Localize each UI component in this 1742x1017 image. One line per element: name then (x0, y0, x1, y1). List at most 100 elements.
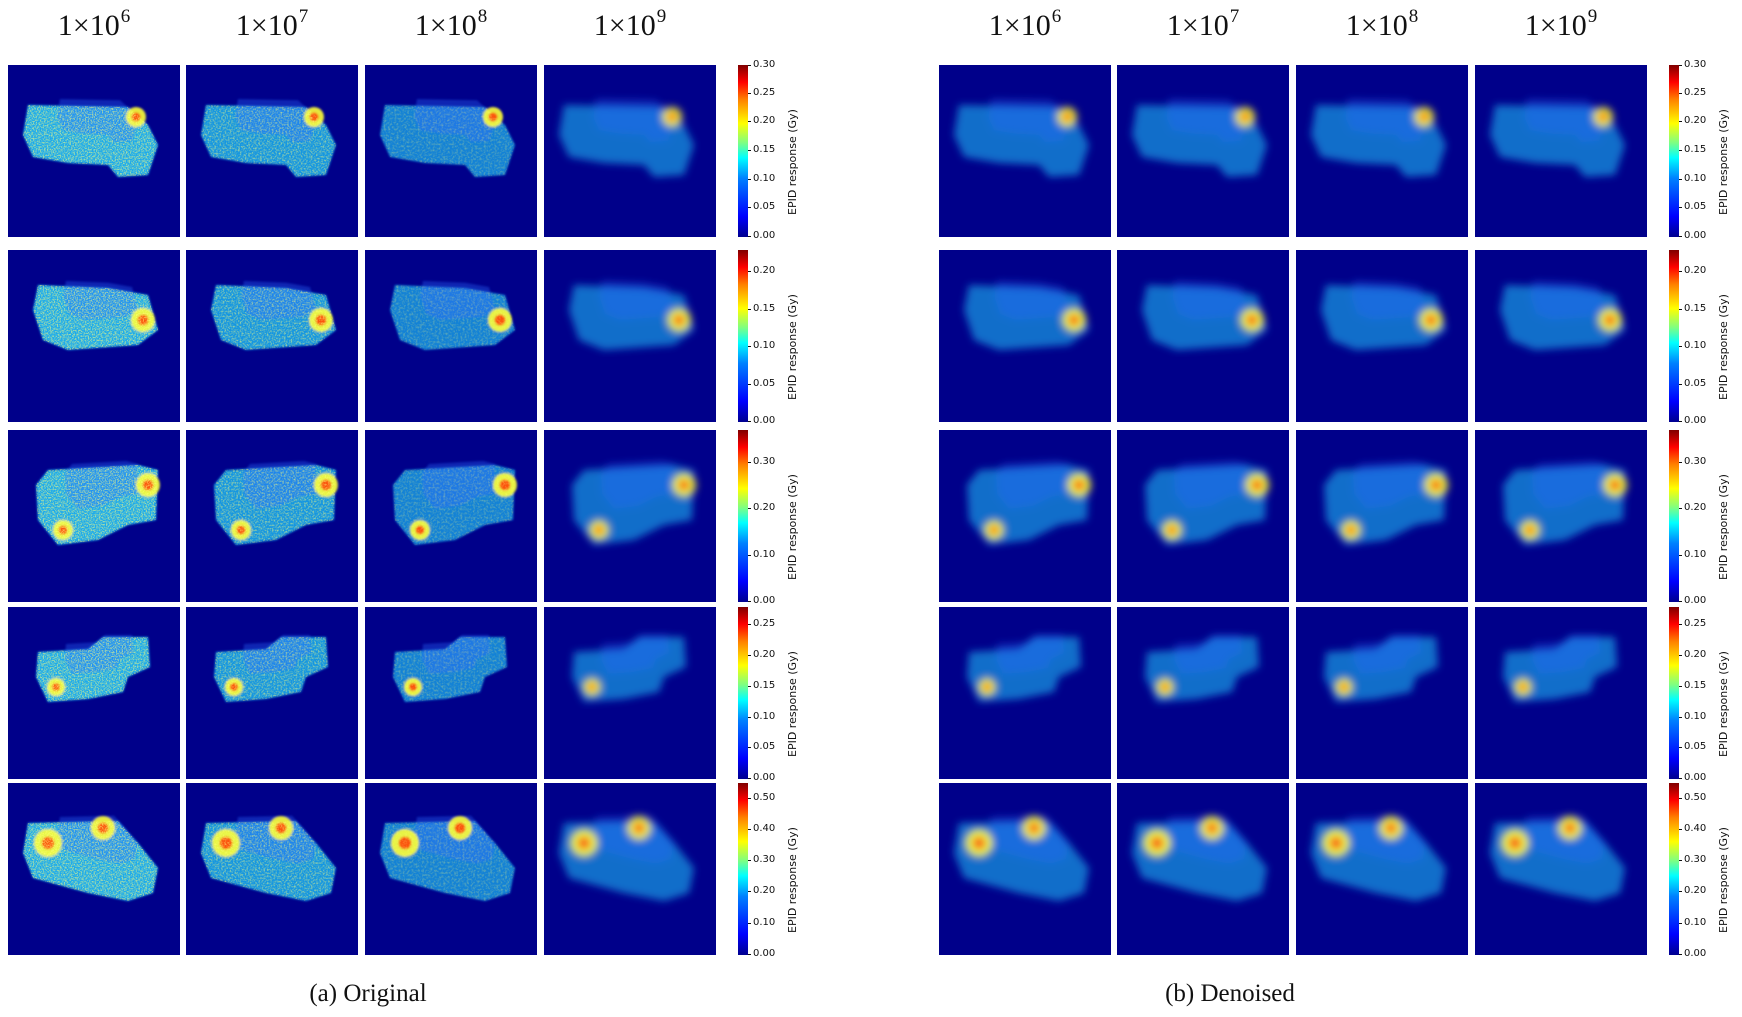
dose-map-image (1117, 65, 1289, 237)
colorbar-tick-label: 0.05 (1678, 741, 1707, 753)
column-header-exponent: 6 (1051, 6, 1062, 27)
column-header-base: 1×10 (593, 9, 656, 42)
dose-map-image (186, 65, 358, 237)
colorbar-tick-label: 0.10 (1678, 340, 1707, 352)
dose-map-image (1117, 430, 1289, 602)
colorbar-tick-label: 0.05 (747, 201, 776, 213)
colorbar-tick-label: 0.20 (747, 649, 776, 661)
dose-map-image (186, 607, 358, 779)
colorbar-tick-label: 0.20 (747, 885, 776, 897)
dose-map-image (1296, 250, 1468, 422)
dose-map-image (186, 250, 358, 422)
column-header-base: 1×10 (57, 9, 120, 42)
colorbar-tick-label: 0.10 (747, 340, 776, 352)
dose-map-image (365, 250, 537, 422)
column-header-base: 1×10 (1166, 9, 1229, 42)
column-header-exponent: 9 (1587, 6, 1598, 27)
column-header-base: 1×10 (1345, 9, 1408, 42)
colorbar-tick-label: 0.05 (1678, 201, 1707, 213)
colorbar-tick-label: 0.20 (1678, 265, 1707, 277)
colorbar-tick-label: 0.15 (747, 144, 776, 155)
column-header-1: 1×106 (8, 6, 180, 43)
colorbar-tick-label: 0.10 (1678, 548, 1707, 560)
dose-map-image (544, 250, 716, 422)
dose-map-image (365, 65, 537, 237)
column-header-3: 1×108 (365, 6, 537, 43)
dose-map-image (939, 250, 1111, 422)
colorbar-tick-label: 0.20 (1678, 649, 1707, 661)
dose-map-image (8, 250, 180, 422)
colorbar-label: EPID response (Gy) (786, 294, 799, 400)
column-header-exponent: 8 (1408, 6, 1419, 27)
colorbar-tick-label: 0.15 (1678, 302, 1707, 314)
dose-map-image (1296, 783, 1468, 955)
colorbar-tick-label: 0.10 (1678, 710, 1707, 722)
colorbar (738, 430, 748, 602)
colorbar (738, 783, 748, 955)
colorbar-label: EPID response (Gy) (786, 474, 799, 580)
colorbar-tick-label: 0.30 (747, 59, 776, 70)
colorbar-tick-label: 0.20 (747, 502, 776, 514)
colorbar-tick-label: 0.00 (747, 948, 776, 959)
dose-map-image (1475, 783, 1647, 955)
colorbar-tick-label: 0.10 (1678, 916, 1707, 928)
panel-caption: (a) Original (309, 980, 427, 1007)
dose-map-image (544, 65, 716, 237)
dose-map-image (8, 430, 180, 602)
column-header-base: 1×10 (235, 9, 298, 42)
column-header-2: 1×107 (1117, 6, 1289, 43)
colorbar-tick-label: 0.50 (747, 791, 776, 803)
colorbar-tick-label: 0.25 (747, 86, 776, 98)
dose-map-image (365, 430, 537, 602)
colorbar-tick-label: 0.10 (747, 172, 776, 184)
colorbar-label: EPID response (Gy) (786, 651, 799, 757)
colorbar (1669, 607, 1679, 779)
dose-map-image (1296, 65, 1468, 237)
colorbar-tick-label: 0.20 (747, 265, 776, 277)
dose-map-image (1475, 430, 1647, 602)
colorbar-tick-label: 0.15 (747, 679, 776, 691)
colorbar-tick-label: 0.30 (747, 854, 776, 866)
colorbar-tick-label: 0.15 (1678, 144, 1707, 155)
colorbar-tick-label: 0.30 (1678, 854, 1707, 866)
dose-map-image (365, 607, 537, 779)
column-header-base: 1×10 (414, 9, 477, 42)
colorbar-tick-label: 0.00 (747, 230, 776, 241)
dose-map-image (1296, 607, 1468, 779)
colorbar-tick-label: 0.05 (747, 377, 776, 389)
column-header-1: 1×106 (939, 6, 1111, 43)
colorbar-tick-label: 0.00 (747, 415, 776, 426)
dose-map-image (1117, 783, 1289, 955)
dose-map-image (8, 783, 180, 955)
dose-map-image (1475, 65, 1647, 237)
colorbar-label: EPID response (Gy) (1717, 294, 1730, 400)
colorbar-tick-label: 0.40 (1678, 822, 1707, 834)
colorbar-label: EPID response (Gy) (1717, 109, 1730, 215)
colorbar-tick-label: 0.30 (1678, 455, 1707, 467)
dose-map-image (365, 783, 537, 955)
colorbar-tick-label: 0.20 (1678, 502, 1707, 514)
colorbar-label: EPID response (Gy) (1717, 651, 1730, 757)
colorbar-tick-label: 0.15 (1678, 679, 1707, 691)
column-header-exponent: 7 (298, 6, 309, 27)
column-header-4: 1×109 (544, 6, 716, 43)
colorbar-tick-label: 0.40 (747, 822, 776, 834)
panel-caption: (b) Denoised (1165, 980, 1295, 1007)
colorbar-tick-label: 0.10 (747, 916, 776, 928)
colorbar-tick-label: 0.00 (1678, 230, 1707, 241)
dose-map-image (939, 65, 1111, 237)
colorbar-tick-label: 0.25 (1678, 86, 1707, 98)
dose-map-image (1117, 607, 1289, 779)
dose-map-image (939, 430, 1111, 602)
dose-map-image (8, 65, 180, 237)
colorbar-tick-label: 0.00 (1678, 772, 1707, 783)
colorbar-tick-label: 0.20 (1678, 885, 1707, 897)
colorbar-label: EPID response (Gy) (1717, 827, 1730, 933)
colorbar-tick-label: 0.50 (1678, 791, 1707, 803)
column-header-exponent: 7 (1229, 6, 1240, 27)
dose-map-image (939, 607, 1111, 779)
colorbar-tick-label: 0.00 (747, 595, 776, 606)
column-header-exponent: 8 (477, 6, 488, 27)
colorbar-tick-label: 0.10 (1678, 172, 1707, 184)
colorbar (1669, 250, 1679, 422)
